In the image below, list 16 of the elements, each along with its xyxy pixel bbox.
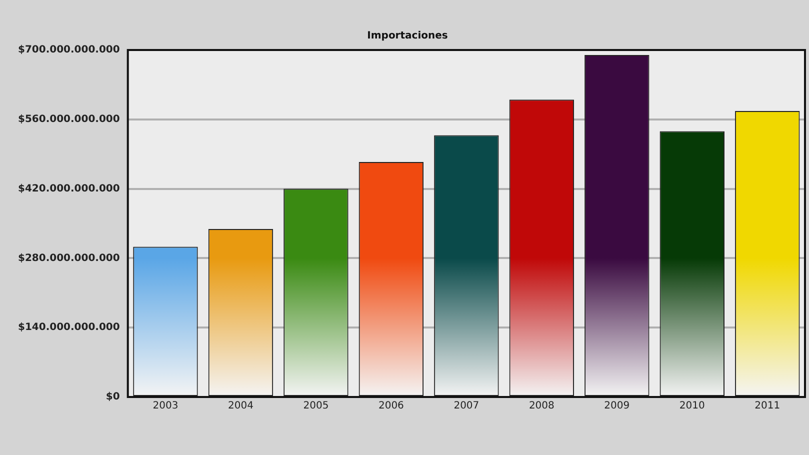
x-tick-label: 2009	[604, 400, 630, 412]
x-tick-label: 2008	[528, 400, 554, 412]
x-tick-label: 2010	[679, 400, 705, 412]
x-tick-label: 2006	[378, 400, 404, 412]
x-tick-label: 2011	[754, 400, 780, 412]
y-tick-label: $420.000.000.000	[18, 183, 120, 194]
y-tick-label: $280.000.000.000	[18, 252, 120, 264]
y-tick-label: $140.000.000.000	[18, 322, 120, 334]
x-tick-label: 2003	[152, 400, 178, 412]
y-tick-label: $700.000.000.000	[18, 44, 120, 56]
chart-title: Importaciones	[367, 30, 448, 42]
x-tick-label: 2005	[303, 400, 329, 412]
y-tick-label: $560.000.000.000	[18, 114, 120, 125]
y-tick-label: $0	[106, 392, 120, 403]
x-tick-label: 2004	[228, 400, 254, 412]
x-tick-label: 2007	[454, 400, 480, 412]
